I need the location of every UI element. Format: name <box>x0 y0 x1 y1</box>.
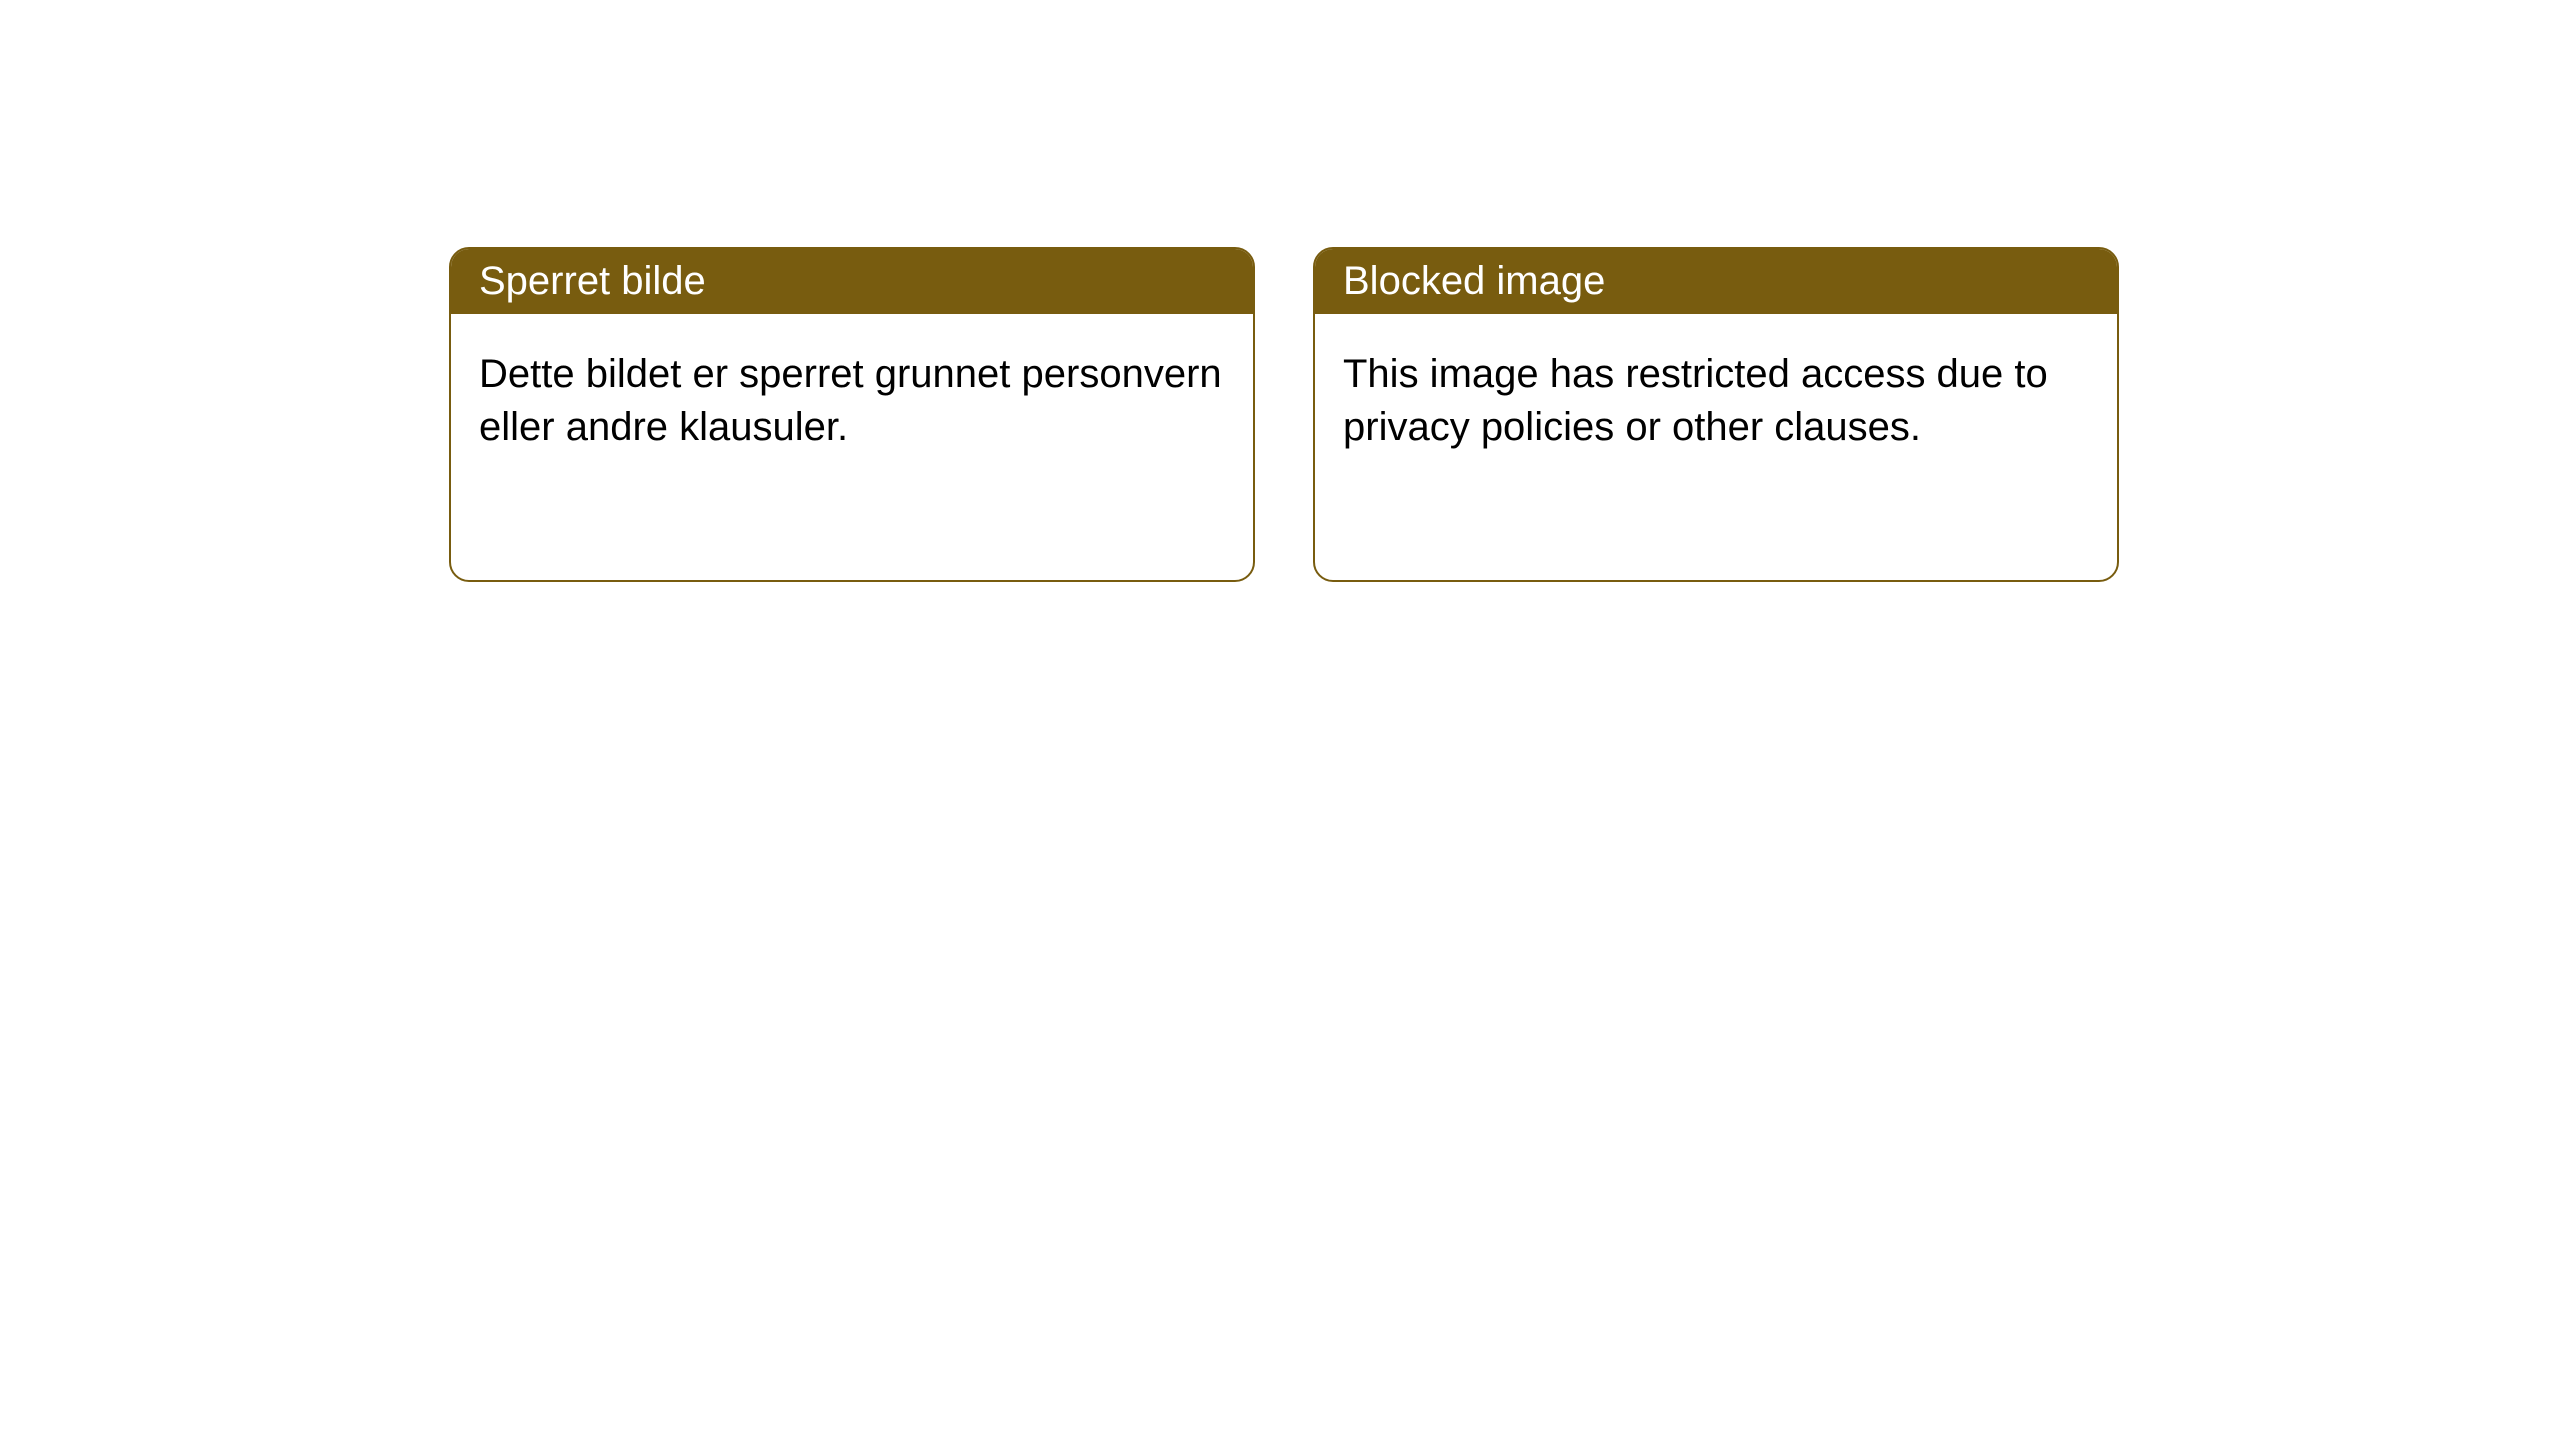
card-body: Dette bildet er sperret grunnet personve… <box>451 314 1253 488</box>
card-message: This image has restricted access due to … <box>1343 352 2048 449</box>
card-title: Sperret bilde <box>479 259 706 303</box>
card-header: Blocked image <box>1315 249 2117 314</box>
notice-card-norwegian: Sperret bilde Dette bildet er sperret gr… <box>449 247 1255 582</box>
card-title: Blocked image <box>1343 259 1605 303</box>
notice-container: Sperret bilde Dette bildet er sperret gr… <box>0 0 2560 582</box>
card-body: This image has restricted access due to … <box>1315 314 2117 488</box>
card-header: Sperret bilde <box>451 249 1253 314</box>
notice-card-english: Blocked image This image has restricted … <box>1313 247 2119 582</box>
card-message: Dette bildet er sperret grunnet personve… <box>479 352 1222 449</box>
